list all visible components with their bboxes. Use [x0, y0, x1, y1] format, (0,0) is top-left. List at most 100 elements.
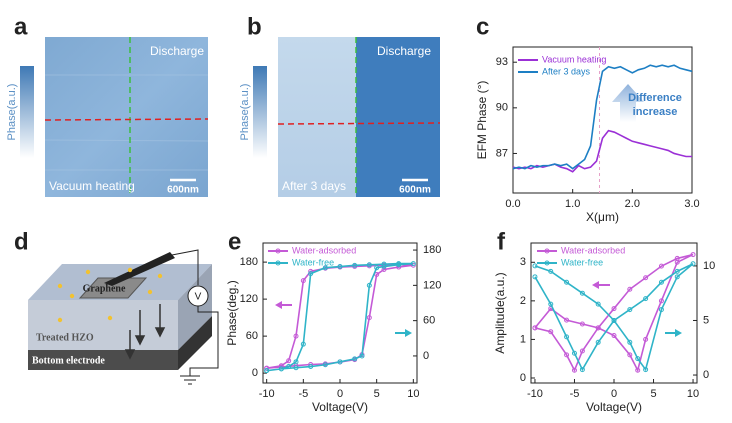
point-marker [308, 271, 314, 277]
point-marker [293, 333, 299, 339]
point-marker [643, 296, 649, 302]
point-marker [611, 333, 617, 339]
series-line [534, 253, 694, 373]
y2-tick-label: 120 [423, 279, 441, 291]
point-marker [278, 366, 284, 372]
series-line [266, 263, 414, 369]
colorbar [20, 66, 34, 158]
colorbar [253, 66, 267, 158]
legend-label: After 3 days [542, 66, 591, 76]
point-marker [674, 259, 680, 265]
x-tick-label: 5 [650, 388, 656, 400]
point-marker [381, 261, 387, 267]
y-tick-label: 0 [252, 367, 258, 379]
panel-label: f [497, 228, 506, 255]
y-tick-label: 120 [240, 293, 258, 305]
point-marker [627, 339, 633, 345]
series-line [266, 262, 414, 372]
point-marker [627, 307, 633, 313]
legend-label: Vacuum heating [542, 54, 606, 64]
panel-label: c [476, 13, 489, 40]
point-marker [579, 348, 585, 354]
y-axis-label: Amplitude(a.u.) [493, 272, 507, 353]
colorbar-label: Phase(a.u.) [239, 84, 251, 141]
y-tick-label: 93 [496, 56, 508, 68]
series-line [512, 64, 693, 170]
y2-tick-label: 0 [423, 350, 429, 362]
x-tick-label: 5 [374, 388, 380, 400]
point-marker [564, 352, 570, 358]
series-line [534, 263, 694, 372]
point-marker [571, 350, 577, 356]
point-marker [264, 368, 270, 374]
point-marker [627, 286, 633, 292]
y-tick-label: 87 [496, 147, 508, 159]
point-marker [690, 261, 696, 267]
annotation: increase [633, 106, 678, 118]
point-marker [300, 278, 306, 284]
y-tick-label: 60 [246, 330, 258, 342]
side-face [178, 264, 212, 350]
x-tick-label: 2.0 [625, 198, 640, 210]
point-marker [396, 261, 402, 267]
point-marker [366, 315, 372, 321]
condition-label: Vacuum heating [49, 179, 135, 193]
x-axis-label: Voltage(V) [312, 400, 368, 414]
point-marker [635, 356, 641, 362]
point-marker [579, 367, 585, 373]
point-marker [595, 339, 601, 345]
x-axis-label: Voltage(V) [586, 400, 642, 414]
point-marker [366, 282, 372, 288]
y-tick-label: 2 [520, 295, 526, 307]
legend-label: Water-free [561, 257, 603, 267]
x-tick-label: -5 [570, 388, 580, 400]
point-marker [352, 262, 358, 268]
region-label: Discharge [150, 44, 204, 58]
condition-label: After 3 days [282, 179, 346, 193]
device-diagram: Graphene Treated HZO Bottom electrode V [28, 249, 219, 385]
legend-marker [544, 260, 550, 266]
point-marker [308, 364, 314, 370]
point-marker [359, 353, 365, 359]
source-label: V [195, 292, 202, 303]
legend-label: Water-adsorbed [561, 245, 625, 255]
charges [57, 267, 163, 323]
layer-label: Treated HZO [36, 332, 94, 343]
x-tick-label: 10 [687, 388, 699, 400]
phase-image [45, 37, 208, 197]
wire [171, 249, 199, 285]
panel-label: d [14, 228, 29, 255]
point-marker [658, 279, 664, 285]
electrode-label: Bottom electrode [32, 355, 105, 366]
point-marker [579, 290, 585, 296]
legend-marker [275, 260, 281, 266]
graphene-label: Graphene [83, 283, 126, 294]
point-marker [300, 341, 306, 347]
scale-label: 600nm [167, 185, 199, 196]
y2-tick-label: 0 [703, 369, 709, 381]
texture [44, 74, 209, 171]
panel-label: a [14, 13, 28, 40]
point-marker [674, 268, 680, 274]
point-marker [674, 274, 680, 280]
point-marker [278, 363, 284, 369]
axis-arrow-head [275, 301, 282, 309]
point-marker [532, 274, 538, 280]
increase-arrow [612, 84, 644, 122]
point-marker [286, 358, 292, 364]
point-marker [579, 321, 585, 327]
point-marker [352, 356, 358, 362]
point-marker [658, 263, 664, 269]
legend-marker [275, 248, 281, 254]
electrode-side [178, 316, 212, 370]
y-tick-label: 180 [240, 256, 258, 268]
series-line [512, 129, 692, 173]
ground [180, 375, 200, 385]
legend-marker [544, 248, 550, 254]
point-marker [293, 359, 299, 365]
point-marker [595, 325, 601, 331]
point-marker [564, 334, 570, 340]
wire [189, 306, 219, 376]
point-marker [643, 367, 649, 373]
